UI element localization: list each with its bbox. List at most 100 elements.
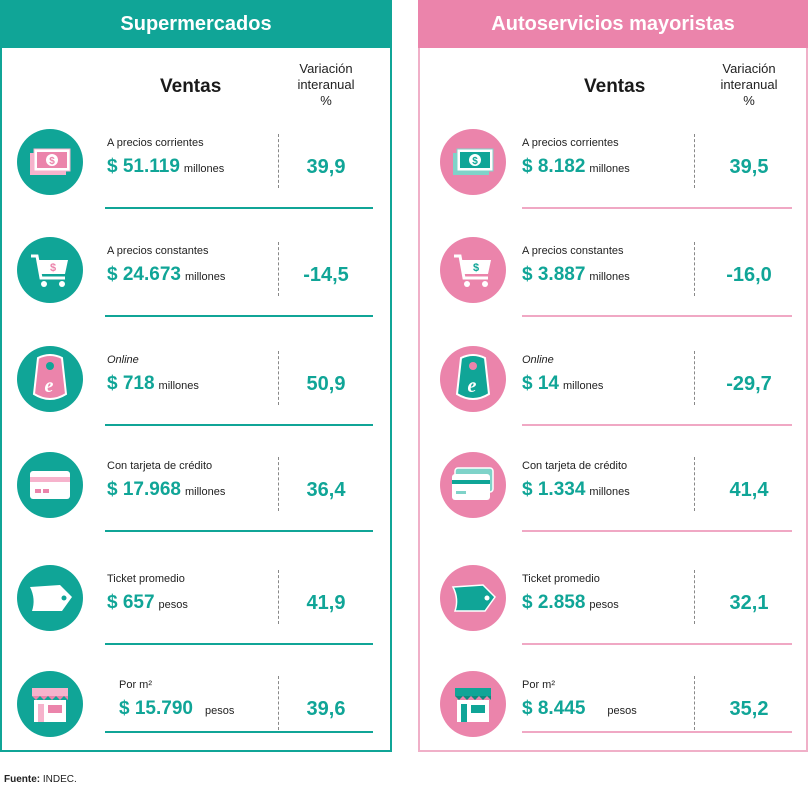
- row-underline: [105, 530, 373, 532]
- row-unit: millones: [589, 486, 630, 498]
- row-label: Con tarjeta de crédito: [107, 460, 213, 472]
- row-underline: [522, 731, 792, 733]
- row-underline: [105, 731, 373, 733]
- divider: [694, 570, 695, 624]
- row-underline: [105, 424, 373, 426]
- svg-text:$: $: [473, 262, 479, 274]
- row-value: $ 51.119 millones: [107, 156, 224, 178]
- divider: [278, 134, 279, 188]
- row-amount: $ 657: [107, 592, 155, 613]
- row-amount: $ 17.968: [107, 479, 181, 500]
- row-amount: $ 8.182: [522, 156, 586, 177]
- row-variation: 39,6: [306, 698, 346, 720]
- row-amount: $ 1.334: [522, 479, 586, 500]
- money-icon: $: [440, 129, 506, 195]
- variation-heading-line2: interanual: [297, 77, 355, 92]
- ecommerce-bag-icon: e: [17, 346, 83, 412]
- svg-text:$: $: [50, 262, 56, 274]
- row-label: A precios corrientes: [107, 137, 204, 149]
- variation-heading-line3: %: [320, 93, 332, 108]
- row-underline: [522, 530, 792, 532]
- list-item: $ A precios constantes $ 24.673 millones …: [0, 232, 392, 332]
- row-variation: 41,9: [306, 592, 346, 614]
- list-item: e Online $ 14 millones -29,7: [418, 341, 808, 441]
- row-variation: 39,9: [306, 156, 346, 178]
- row-underline: [522, 207, 792, 209]
- divider: [694, 134, 695, 188]
- row-amount: $ 24.673: [107, 264, 181, 285]
- svg-text:$: $: [49, 156, 55, 167]
- panel-title: Autoservicios mayoristas: [418, 0, 808, 48]
- row-underline: [105, 207, 373, 209]
- row-variation: 32,1: [729, 592, 769, 614]
- row-variation: 39,5: [729, 156, 769, 178]
- list-item: Ticket promedio $ 2.858 pesos 32,1: [418, 560, 808, 660]
- row-value: $ 17.968 millones: [107, 479, 225, 501]
- row-amount: $ 718: [107, 373, 155, 394]
- money-icon: $: [17, 129, 83, 195]
- row-label: Ticket promedio: [522, 573, 600, 585]
- divider: [278, 570, 279, 624]
- row-variation: -29,7: [726, 373, 772, 395]
- source-note: Fuente: INDEC.: [4, 774, 77, 785]
- row-unit: millones: [183, 163, 225, 175]
- list-item: Con tarjeta de crédito $ 1.334 millones 4…: [418, 447, 808, 547]
- row-variation: 36,4: [306, 479, 346, 501]
- list-item: Por m² $ 15.790 pesos 39,6: [0, 666, 392, 766]
- divider: [694, 351, 695, 405]
- variation-heading: Variación interanual %: [281, 61, 371, 109]
- row-underline: [105, 315, 373, 317]
- row-unit: millones: [589, 271, 630, 283]
- cart-icon: $: [440, 237, 506, 303]
- row-unit: millones: [158, 380, 199, 392]
- row-variation: 41,4: [729, 479, 769, 501]
- source-value: INDEC.: [42, 774, 77, 785]
- variation-heading-line3: %: [743, 93, 755, 108]
- divider: [694, 242, 695, 296]
- row-unit: millones: [184, 486, 226, 498]
- row-unit: millones: [589, 163, 630, 175]
- row-label: Online: [107, 354, 139, 366]
- ticket-icon: [440, 565, 506, 631]
- store-icon: [17, 671, 83, 737]
- ticket-icon: [17, 565, 83, 631]
- row-value: $ 8.182 millones: [522, 156, 630, 178]
- ventas-heading: Ventas: [584, 76, 646, 97]
- store-icon: [440, 671, 506, 737]
- svg-text:$: $: [472, 156, 478, 167]
- row-label: Por m²: [522, 679, 555, 691]
- variation-heading-line2: interanual: [720, 77, 778, 92]
- variation-heading-line1: Variación: [722, 61, 776, 76]
- row-underline: [105, 643, 373, 645]
- row-value: $ 718 millones: [107, 373, 199, 395]
- row-unit: pesos: [589, 599, 619, 611]
- divider: [278, 676, 279, 730]
- row-variation: -14,5: [303, 264, 349, 286]
- row-amount: $ 8.445: [522, 698, 586, 719]
- list-item: $ A precios corrientes $ 51.119 millones …: [0, 124, 392, 224]
- row-value: $ 24.673 millones: [107, 264, 225, 286]
- row-label: A precios constantes: [107, 245, 209, 257]
- list-item: $ A precios constantes $ 3.887 millones -…: [418, 232, 808, 332]
- row-amount: $ 14: [522, 373, 559, 394]
- row-value: $ 2.858 pesos: [522, 592, 619, 614]
- row-underline: [522, 424, 792, 426]
- ecommerce-bag-icon: e: [440, 346, 506, 412]
- row-unit: pesos: [158, 599, 188, 611]
- row-unit: pesos: [204, 705, 235, 717]
- divider: [694, 457, 695, 511]
- row-unit: millones: [562, 380, 604, 392]
- divider: [694, 676, 695, 730]
- row-variation: -16,0: [726, 264, 772, 286]
- divider: [278, 351, 279, 405]
- row-label: A precios corrientes: [522, 137, 619, 149]
- divider: [278, 457, 279, 511]
- row-amount: $ 2.858: [522, 592, 586, 613]
- supermercados-panel: Supermercados Ventas Variación interanua…: [0, 0, 392, 752]
- list-item: Por m² $ 8.445 pesos 35,2: [418, 666, 808, 766]
- variation-heading-line1: Variación: [299, 61, 353, 76]
- panel-title: Supermercados: [0, 0, 392, 48]
- row-label: Por m²: [119, 679, 152, 691]
- source-label: Fuente:: [4, 774, 41, 785]
- credit-card-icon: [440, 452, 506, 518]
